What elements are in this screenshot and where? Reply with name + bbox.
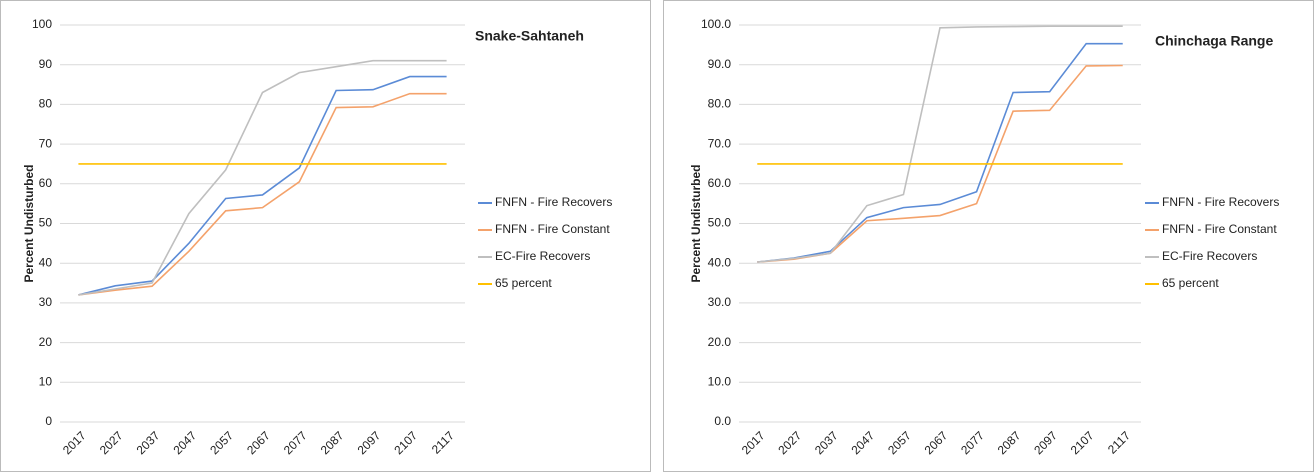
y-tick-label: 30.0 <box>708 295 732 309</box>
legend-label: 65 percent <box>495 276 552 290</box>
legend-label: EC-Fire Recovers <box>1162 249 1257 263</box>
chart-title: Snake-Sahtaneh <box>475 28 584 44</box>
y-tick-label: 0.0 <box>714 414 731 428</box>
y-tick-label: 60 <box>39 176 53 190</box>
legend-label: FNFN - Fire Recovers <box>1162 195 1279 209</box>
y-tick-label: 10.0 <box>708 374 732 388</box>
y-tick-label: 0 <box>45 414 52 428</box>
legend-label: EC-Fire Recovers <box>495 249 590 263</box>
y-tick-label: 50.0 <box>708 216 732 230</box>
series-line <box>757 42 1123 263</box>
legend-label: 65 percent <box>1162 276 1219 290</box>
legend-label: FNFN - Fire Recovers <box>495 195 612 209</box>
y-tick-label: 80.0 <box>708 97 732 111</box>
y-tick-label: 60.0 <box>708 176 732 190</box>
series-line <box>757 25 1123 263</box>
y-tick-label: 100 <box>32 17 52 31</box>
chart-title: Chinchaga Range <box>1155 33 1273 49</box>
legend-label: FNFN - Fire Constant <box>495 222 610 236</box>
series-line <box>78 92 447 296</box>
y-tick-label: 50 <box>39 216 53 230</box>
y-tick-label: 40 <box>39 255 53 269</box>
legend-label: FNFN - Fire Constant <box>1162 222 1277 236</box>
panel-border <box>0 0 651 472</box>
y-tick-label: 70.0 <box>708 136 732 150</box>
y-tick-label: 40.0 <box>708 255 732 269</box>
panel-border <box>663 0 1314 472</box>
y-tick-label: 90 <box>39 57 53 71</box>
y-tick-label: 30 <box>39 295 53 309</box>
series-line <box>78 59 447 296</box>
y-tick-label: 70 <box>39 136 53 150</box>
y-tick-label: 90.0 <box>708 57 732 71</box>
series-line <box>78 75 447 296</box>
y-axis-title: Percent Undisturbed <box>22 164 36 282</box>
y-tick-label: 20 <box>39 335 53 349</box>
y-tick-label: 20.0 <box>708 335 732 349</box>
y-tick-label: 80 <box>39 97 53 111</box>
y-axis-title: Percent Undisturbed <box>689 164 703 282</box>
y-tick-label: 100.0 <box>701 17 731 31</box>
y-tick-label: 10 <box>39 374 53 388</box>
